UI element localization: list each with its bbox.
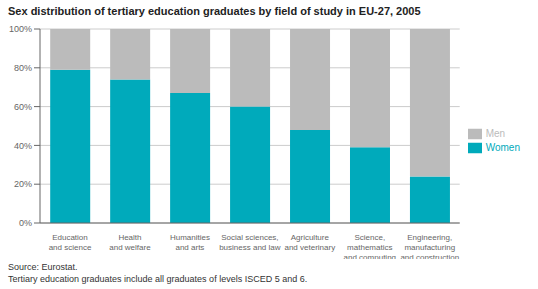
svg-text:0%: 0% — [19, 218, 32, 228]
svg-text:40%: 40% — [14, 141, 32, 151]
html-text:Men: Men — [485, 127, 506, 139]
html-text:Sex distribution of tertiary e: Sex distribution of tertiary education g… — [8, 5, 421, 17]
svg-text:100%: 100% — [9, 24, 32, 34]
html-text:Women: Women — [485, 141, 520, 153]
svg-text:Humanitiesand arts: Humanitiesand arts — [170, 233, 210, 252]
html-text:Source: Eurostat. Tertiary edu: Source: Eurostat. Tertiary education gra… — [8, 262, 308, 284]
svg-text:Science,mathematicsand computi: Science,mathematicsand computing — [344, 233, 396, 259]
svg-text:Agricultureand veterinary: Agricultureand veterinary — [284, 233, 335, 252]
svg-text:Healthand welfare: Healthand welfare — [109, 233, 151, 252]
svg-text:20%: 20% — [14, 179, 32, 189]
svg-text:60%: 60% — [14, 102, 32, 112]
svg-text:Social sciences,business and l: Social sciences,business and law — [219, 233, 281, 252]
svg-text:80%: 80% — [14, 63, 32, 73]
svg-text:Educationand science: Educationand science — [49, 233, 92, 252]
svg-text:Engineering,manufacturingand c: Engineering,manufacturingand constructio… — [400, 233, 459, 259]
